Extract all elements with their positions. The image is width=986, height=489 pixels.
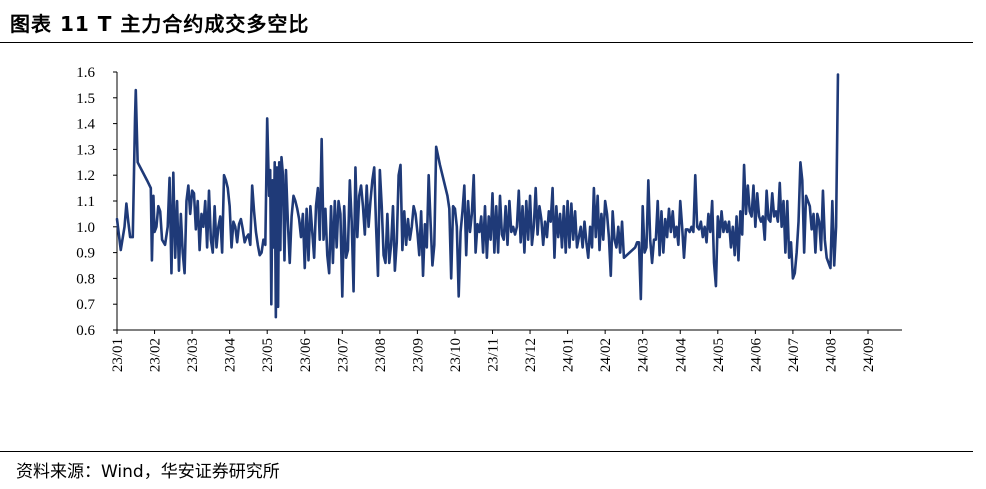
x-tick-label: 24/01 bbox=[561, 338, 577, 372]
x-tick-label: 23/01 bbox=[110, 338, 126, 372]
y-tick-label: 0.8 bbox=[76, 271, 95, 287]
y-tick-label: 1.2 bbox=[76, 168, 95, 184]
x-tick-label: 23/09 bbox=[410, 338, 426, 372]
y-tick-label: 0.7 bbox=[76, 297, 95, 313]
chart-series-group bbox=[115, 73, 840, 319]
y-tick-label: 1.3 bbox=[76, 142, 95, 158]
x-tick-label: 24/02 bbox=[598, 338, 614, 372]
x-tick-label: 23/02 bbox=[148, 338, 164, 372]
x-tick-label: 24/07 bbox=[786, 338, 802, 373]
x-tick-label: 23/07 bbox=[335, 338, 351, 373]
x-tick-label: 23/10 bbox=[448, 338, 464, 372]
x-tick-label: 23/11 bbox=[486, 338, 502, 372]
x-tick-label: 24/06 bbox=[748, 338, 764, 373]
title-divider bbox=[0, 42, 973, 43]
footer-divider bbox=[0, 451, 973, 452]
y-tick-label: 0.6 bbox=[76, 323, 95, 339]
source-note: 资料来源：Wind，华安证券研究所 bbox=[16, 462, 280, 482]
y-tick-label: 1.1 bbox=[76, 194, 95, 210]
chart-tick-labels: 0.6 0.7 0.8 0.9 1.0 1.1 1.2 1.3 1.4 1.5 1.6 23/01 23… bbox=[76, 65, 877, 372]
x-tick-label: 23/06 bbox=[298, 338, 314, 373]
x-tick-label: 24/08 bbox=[823, 338, 839, 372]
x-tick-label: 24/03 bbox=[636, 338, 652, 372]
y-tick-label: 0.9 bbox=[76, 246, 95, 262]
y-tick-label: 1.0 bbox=[76, 220, 95, 236]
x-tick-label: 23/08 bbox=[373, 338, 389, 372]
x-tick-label: 23/04 bbox=[223, 338, 239, 373]
x-tick-label: 23/03 bbox=[185, 338, 201, 372]
chart-axes bbox=[113, 71, 902, 334]
y-tick-label: 1.6 bbox=[76, 65, 95, 81]
series-line-0 bbox=[115, 73, 840, 319]
x-tick-label: 24/04 bbox=[673, 338, 689, 373]
x-tick-label: 24/05 bbox=[711, 338, 727, 372]
y-tick-label: 1.5 bbox=[76, 91, 95, 107]
chart-title: 图表 11 T 主力合约成交多空比 bbox=[10, 12, 310, 36]
y-tick-label: 1.4 bbox=[76, 117, 95, 133]
x-tick-label: 23/12 bbox=[523, 338, 539, 372]
x-tick-label: 24/09 bbox=[861, 338, 877, 372]
x-tick-label: 23/05 bbox=[260, 338, 276, 372]
